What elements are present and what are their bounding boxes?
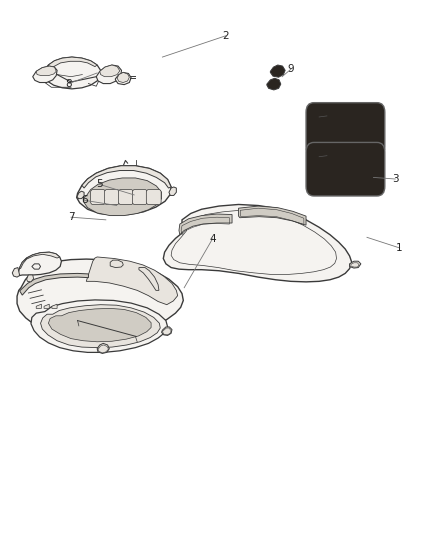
Polygon shape	[31, 300, 168, 352]
Polygon shape	[42, 57, 101, 89]
Polygon shape	[86, 257, 178, 305]
Polygon shape	[96, 65, 121, 84]
Polygon shape	[162, 327, 172, 335]
Polygon shape	[77, 191, 84, 199]
Text: 3: 3	[392, 174, 399, 184]
Polygon shape	[139, 268, 159, 290]
Polygon shape	[48, 57, 97, 67]
Polygon shape	[239, 206, 306, 225]
Polygon shape	[100, 65, 120, 77]
FancyBboxPatch shape	[105, 190, 119, 205]
Text: 7: 7	[68, 212, 74, 222]
Polygon shape	[12, 268, 20, 277]
Polygon shape	[20, 273, 88, 295]
Polygon shape	[27, 275, 34, 282]
Polygon shape	[163, 205, 352, 282]
Polygon shape	[116, 72, 131, 85]
Polygon shape	[169, 187, 177, 196]
Polygon shape	[44, 304, 49, 309]
Text: 5: 5	[96, 179, 102, 189]
Polygon shape	[82, 166, 171, 188]
Polygon shape	[117, 72, 129, 83]
Polygon shape	[17, 259, 184, 336]
FancyBboxPatch shape	[132, 190, 147, 205]
Polygon shape	[83, 178, 162, 216]
Polygon shape	[267, 78, 281, 90]
FancyBboxPatch shape	[118, 190, 133, 205]
Polygon shape	[18, 252, 61, 276]
Text: 2: 2	[222, 31, 229, 41]
Polygon shape	[110, 260, 123, 268]
Text: 8: 8	[66, 78, 72, 88]
Polygon shape	[97, 343, 110, 353]
Text: 4: 4	[209, 234, 216, 244]
Polygon shape	[33, 66, 57, 83]
FancyBboxPatch shape	[306, 142, 385, 196]
Polygon shape	[20, 252, 60, 269]
FancyBboxPatch shape	[146, 190, 161, 205]
FancyBboxPatch shape	[306, 103, 385, 156]
Polygon shape	[52, 304, 57, 309]
Text: 6: 6	[81, 195, 88, 205]
Polygon shape	[41, 305, 160, 348]
Polygon shape	[36, 66, 56, 76]
Polygon shape	[350, 261, 361, 268]
Text: 1: 1	[396, 243, 403, 253]
Polygon shape	[48, 309, 151, 342]
Polygon shape	[179, 214, 232, 235]
Polygon shape	[36, 304, 42, 309]
Polygon shape	[270, 65, 285, 77]
Polygon shape	[77, 166, 171, 215]
Polygon shape	[32, 264, 41, 269]
Text: 9: 9	[287, 64, 294, 74]
FancyBboxPatch shape	[91, 190, 106, 205]
